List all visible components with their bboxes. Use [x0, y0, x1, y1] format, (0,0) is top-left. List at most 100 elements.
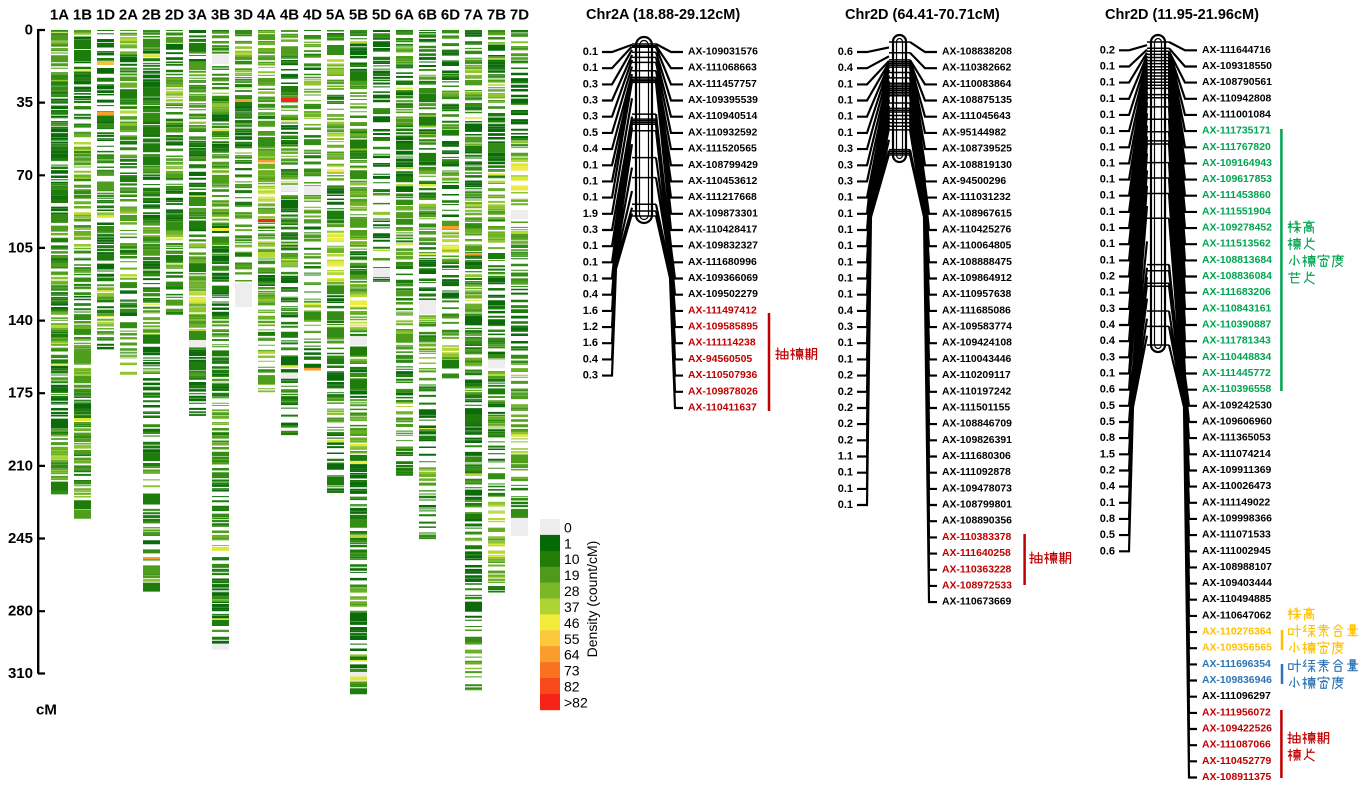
svg-text:1.5: 1.5 — [1100, 448, 1115, 460]
svg-text:AX-109424108: AX-109424108 — [942, 338, 1012, 349]
svg-text:105: 105 — [8, 239, 33, 256]
svg-text:AX-110197242: AX-110197242 — [942, 386, 1012, 397]
svg-text:4B: 4B — [280, 7, 299, 24]
svg-text:AX-110843161: AX-110843161 — [1202, 303, 1272, 314]
svg-text:0.3: 0.3 — [1100, 303, 1115, 315]
svg-text:AX-110932592: AX-110932592 — [688, 127, 758, 138]
svg-text:2D: 2D — [165, 7, 184, 24]
svg-text:0.2: 0.2 — [1100, 465, 1115, 477]
svg-text:0.1: 0.1 — [1100, 254, 1115, 266]
svg-text:AX-111217668: AX-111217668 — [688, 192, 757, 203]
svg-text:0: 0 — [25, 22, 33, 39]
svg-text:Chr2D (64.41-70.71cM): Chr2D (64.41-70.71cM) — [845, 7, 1000, 23]
svg-text:4A: 4A — [257, 7, 276, 24]
svg-text:AX-111501155: AX-111501155 — [942, 403, 1010, 414]
svg-text:0.4: 0.4 — [1100, 481, 1116, 493]
svg-text:0.2: 0.2 — [838, 370, 853, 382]
svg-text:3A: 3A — [188, 7, 207, 24]
svg-text:6B: 6B — [418, 7, 437, 24]
svg-text:AX-108819130: AX-108819130 — [942, 160, 1012, 171]
svg-text:AX-111644716: AX-111644716 — [1202, 45, 1271, 56]
svg-text:AX-110507936: AX-110507936 — [688, 370, 758, 381]
svg-text:AX-111956072: AX-111956072 — [1202, 707, 1271, 718]
svg-text:AX-111640258: AX-111640258 — [942, 548, 1011, 559]
svg-text:AX-110064805: AX-110064805 — [942, 241, 1012, 252]
svg-text:0.5: 0.5 — [583, 127, 598, 139]
svg-text:AX-111551904: AX-111551904 — [1202, 206, 1271, 217]
svg-text:AX-111453860: AX-111453860 — [1202, 190, 1271, 201]
svg-text:0.1: 0.1 — [1100, 93, 1115, 105]
svg-text:5A: 5A — [326, 7, 345, 24]
svg-text:0.1: 0.1 — [1100, 61, 1115, 73]
svg-text:AX-108813684: AX-108813684 — [1202, 255, 1272, 266]
svg-text:64: 64 — [564, 647, 580, 663]
svg-text:AX-110411637: AX-110411637 — [688, 403, 757, 414]
svg-text:0.4: 0.4 — [583, 353, 599, 365]
svg-text:AX-109403444: AX-109403444 — [1202, 578, 1272, 589]
svg-text:AX-111497412: AX-111497412 — [688, 305, 757, 316]
svg-text:0.1: 0.1 — [1100, 141, 1115, 153]
svg-text:7B: 7B — [487, 7, 506, 24]
svg-text:0.1: 0.1 — [583, 256, 598, 268]
svg-text:AX-109826391: AX-109826391 — [942, 435, 1012, 446]
svg-text:AX-110382662: AX-110382662 — [942, 63, 1012, 74]
svg-text:0.2: 0.2 — [1100, 271, 1115, 283]
svg-text:AX-110448834: AX-110448834 — [1202, 352, 1272, 363]
svg-text:0.1: 0.1 — [838, 467, 853, 479]
svg-text:AX-110209117: AX-110209117 — [942, 370, 1011, 381]
svg-text:82: 82 — [564, 679, 580, 695]
svg-text:AX-111031232: AX-111031232 — [942, 192, 1011, 203]
svg-text:0.4: 0.4 — [838, 62, 854, 74]
svg-text:0.3: 0.3 — [583, 224, 598, 236]
svg-text:1.9: 1.9 — [583, 208, 598, 220]
svg-text:AX-111068663: AX-111068663 — [688, 63, 757, 74]
svg-text:AX-110043446: AX-110043446 — [942, 354, 1012, 365]
svg-text:AX-109422526: AX-109422526 — [1202, 724, 1272, 735]
svg-text:10: 10 — [564, 551, 580, 567]
svg-text:AX-108967615: AX-108967615 — [942, 208, 1012, 219]
svg-text:AX-109164943: AX-109164943 — [1202, 158, 1272, 169]
svg-text:AX-110083864: AX-110083864 — [942, 79, 1012, 90]
svg-text:0.4: 0.4 — [838, 305, 854, 317]
svg-text:AX-94500296: AX-94500296 — [942, 176, 1006, 187]
svg-text:0.4: 0.4 — [1100, 319, 1116, 331]
svg-text:0.1: 0.1 — [838, 337, 853, 349]
svg-text:AX-109873301: AX-109873301 — [688, 208, 758, 219]
svg-text:Chr2D (11.95-21.96cM): Chr2D (11.95-21.96cM) — [1105, 7, 1259, 23]
svg-text:0.1: 0.1 — [838, 353, 853, 365]
svg-text:AX-111680306: AX-111680306 — [942, 451, 1011, 462]
svg-text:AX-108846709: AX-108846709 — [942, 419, 1012, 430]
svg-text:0.1: 0.1 — [583, 159, 598, 171]
svg-text:AX-111520565: AX-111520565 — [688, 144, 757, 155]
svg-text:0.2: 0.2 — [1100, 44, 1115, 56]
svg-text:AX-111735171: AX-111735171 — [1202, 126, 1271, 137]
svg-text:0.3: 0.3 — [583, 370, 598, 382]
svg-text:AX-111071533: AX-111071533 — [1202, 530, 1271, 541]
svg-text:0.2: 0.2 — [838, 418, 853, 430]
svg-text:AX-110396558: AX-110396558 — [1202, 384, 1272, 395]
svg-text:0.1: 0.1 — [1100, 174, 1115, 186]
svg-text:1: 1 — [564, 535, 572, 551]
svg-text:2A: 2A — [119, 7, 138, 24]
svg-text:0.3: 0.3 — [838, 175, 853, 187]
svg-text:0.3: 0.3 — [583, 95, 598, 107]
svg-text:0.1: 0.1 — [838, 127, 853, 139]
svg-text:1.2: 1.2 — [583, 321, 598, 333]
svg-text:AX-109583774: AX-109583774 — [942, 322, 1012, 333]
svg-text:AX-111680996: AX-111680996 — [688, 257, 757, 268]
svg-text:AX-111074214: AX-111074214 — [1202, 449, 1271, 460]
svg-text:AX-108888475: AX-108888475 — [942, 257, 1012, 268]
svg-text:35: 35 — [16, 94, 33, 111]
svg-text:0.4: 0.4 — [583, 289, 599, 301]
svg-text:AX-109832327: AX-109832327 — [688, 241, 758, 252]
svg-text:210: 210 — [8, 457, 33, 474]
svg-text:AX-110494885: AX-110494885 — [1202, 594, 1272, 605]
svg-text:0.3: 0.3 — [838, 159, 853, 171]
svg-text:1.6: 1.6 — [583, 305, 598, 317]
svg-text:AX-111092878: AX-111092878 — [942, 467, 1011, 478]
svg-text:0.1: 0.1 — [838, 224, 853, 236]
svg-text:1.1: 1.1 — [838, 451, 853, 463]
svg-text:0.1: 0.1 — [583, 273, 598, 285]
svg-text:5B: 5B — [349, 7, 368, 24]
svg-text:0.1: 0.1 — [583, 240, 598, 252]
